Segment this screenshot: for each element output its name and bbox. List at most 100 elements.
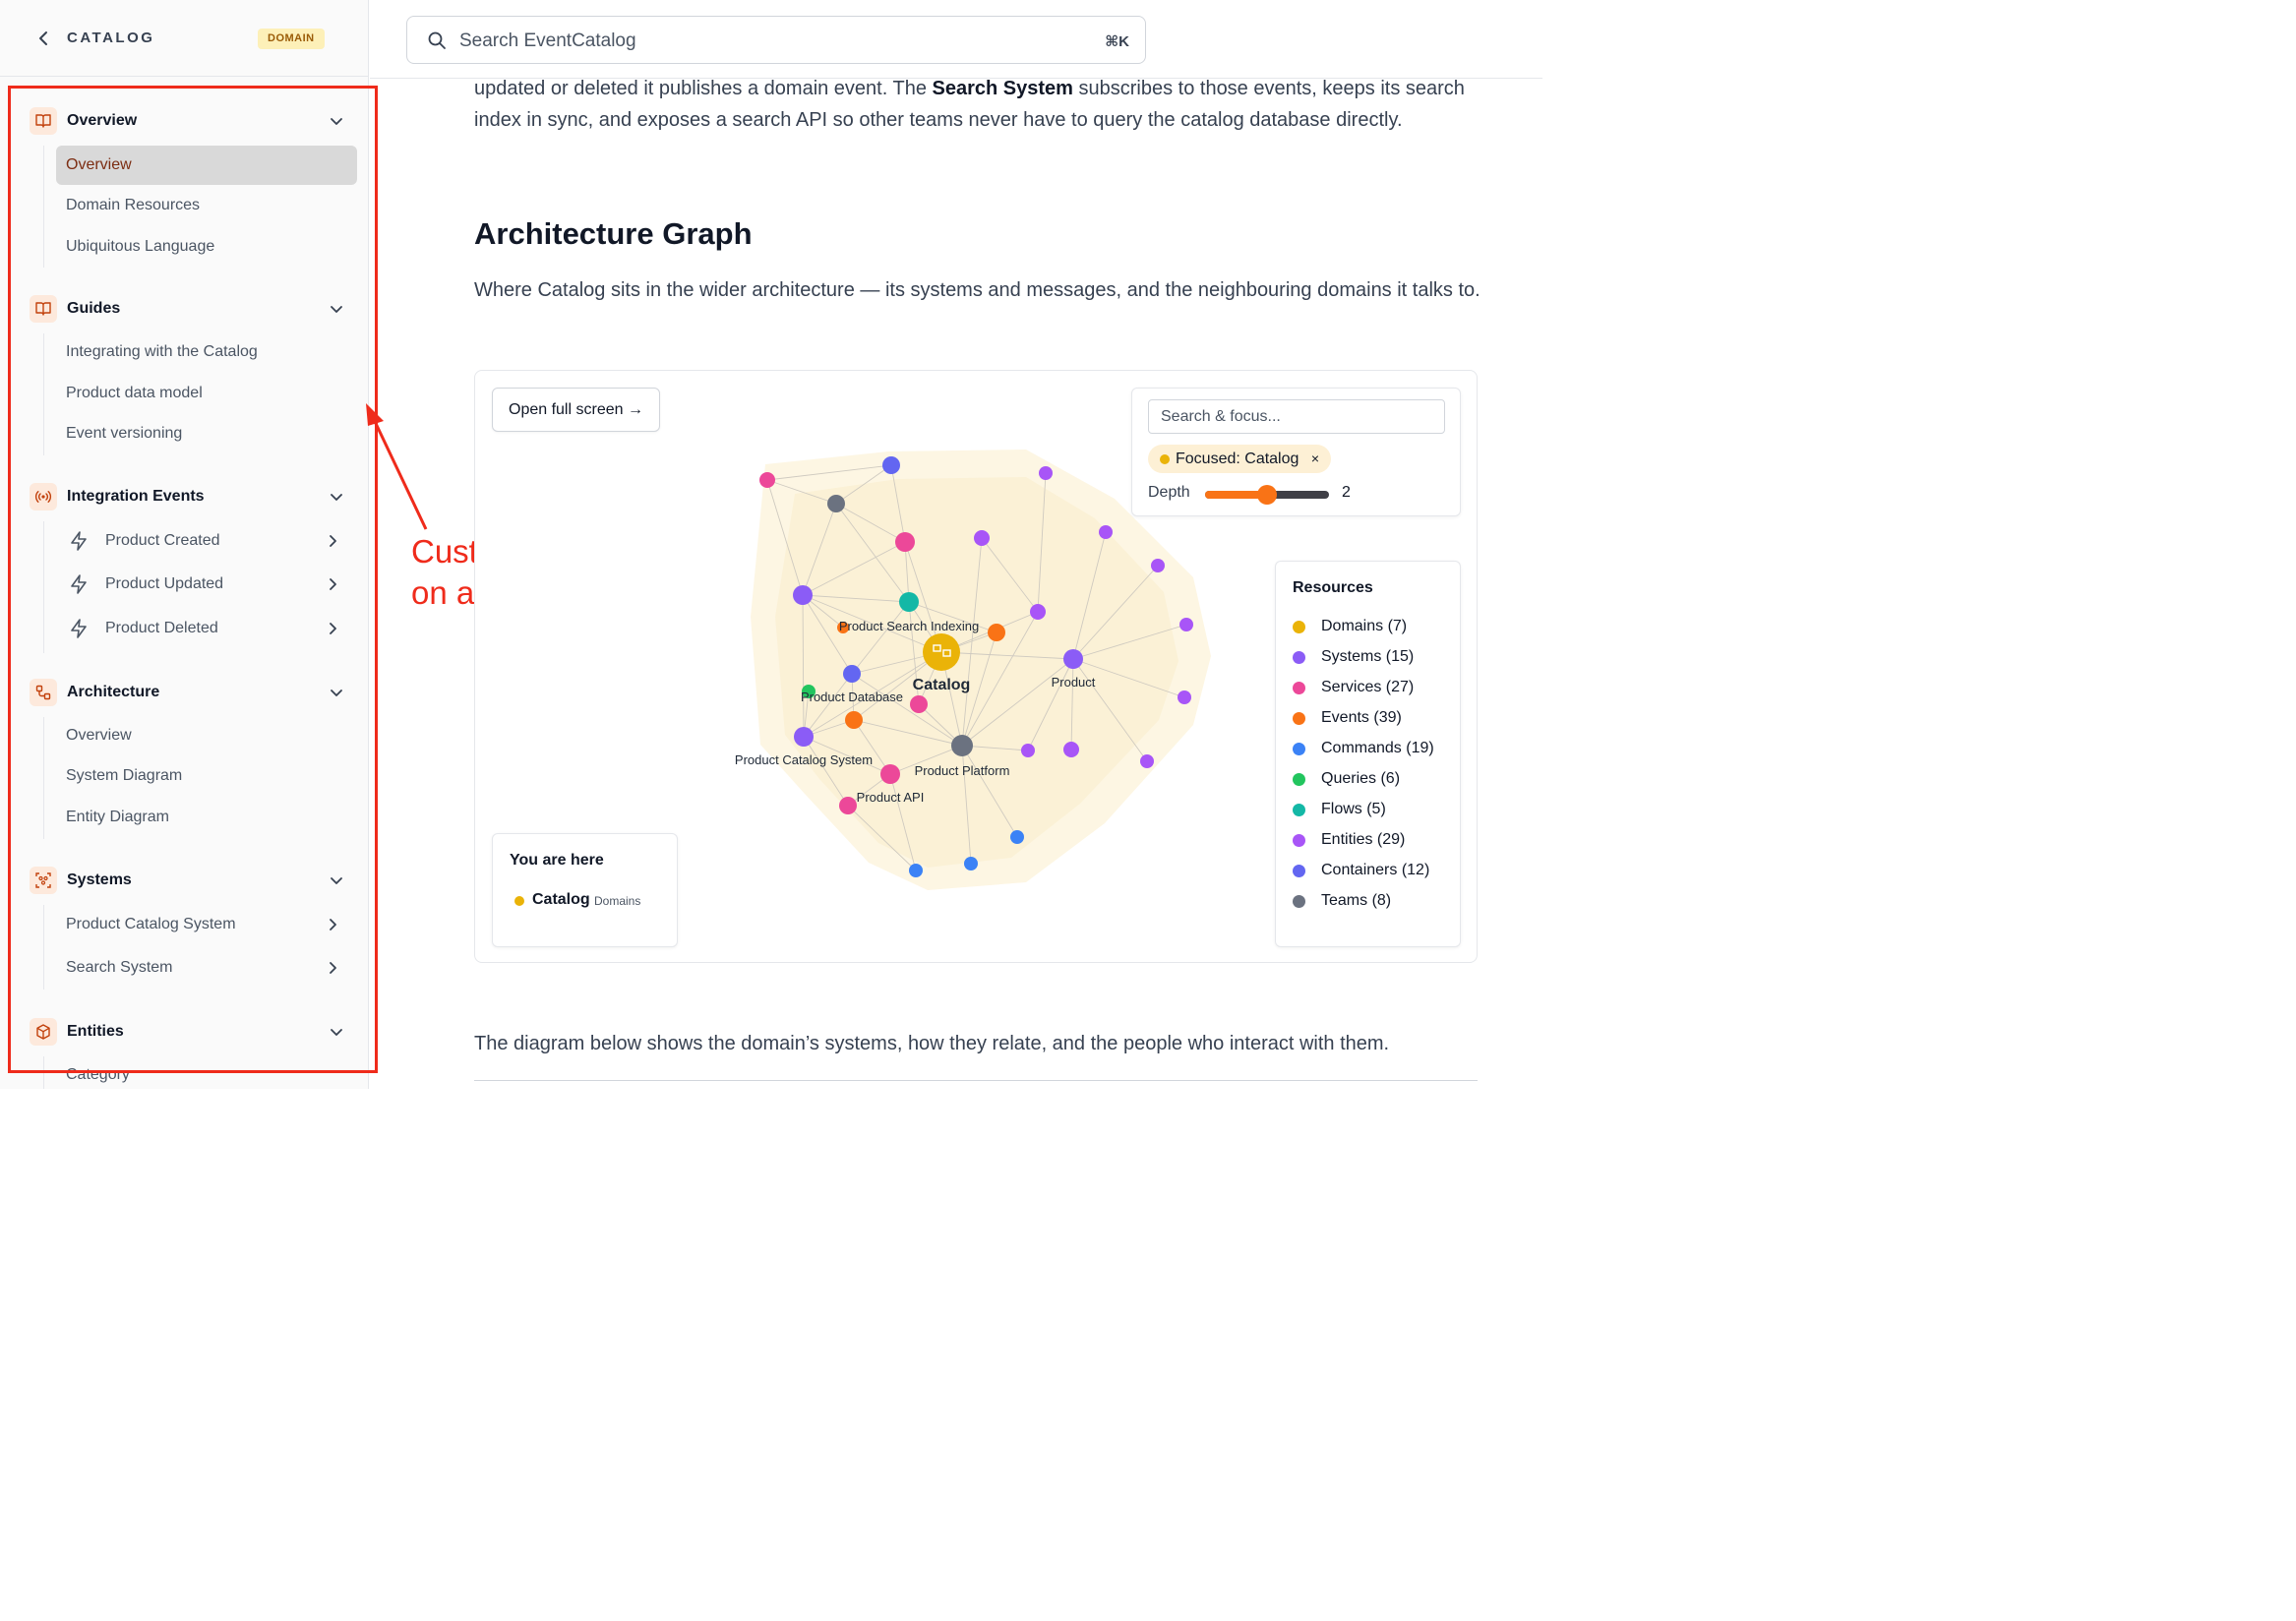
chevron-right-icon[interactable] — [326, 960, 339, 976]
graph-edge — [904, 541, 942, 653]
graph-node-n24 — [909, 864, 923, 877]
graph-label-product-platform: Product Platform — [915, 763, 1010, 778]
chevron-right-icon[interactable] — [326, 621, 339, 636]
sidebar-item-product-data-model[interactable]: Product data model — [66, 385, 203, 401]
legend-item-systems[interactable]: Systems (15) — [1293, 645, 1414, 669]
legend-item-containers[interactable]: Containers (12) — [1293, 859, 1429, 882]
legend-item-commands[interactable]: Commands (19) — [1293, 737, 1434, 760]
intro-bold: Search System — [932, 78, 1073, 99]
chevron-down-icon[interactable] — [329, 301, 344, 317]
section-label: Integration Events — [67, 488, 205, 505]
section-integration-events[interactable]: Integration Events — [30, 482, 354, 511]
graph-label-product-api: Product API — [857, 790, 925, 805]
legend-item-queries[interactable]: Queries (6) — [1293, 767, 1400, 791]
sidebar-item-system-diagram[interactable]: System Diagram — [66, 767, 183, 784]
graph-edge — [961, 611, 1039, 747]
section-overview[interactable]: Overview — [30, 106, 354, 136]
search-input[interactable]: Search EventCatalog ⌘K — [406, 16, 1146, 64]
sidebar-item-domain-resources[interactable]: Domain Resources — [66, 197, 201, 213]
graph-edge — [802, 594, 853, 675]
legend-item-domains[interactable]: Domains (7) — [1293, 615, 1407, 638]
graph-edge — [1072, 658, 1148, 762]
sidebar-title[interactable]: CATALOG — [67, 30, 155, 46]
close-icon[interactable]: × — [1310, 450, 1320, 466]
chevron-left-icon[interactable] — [33, 28, 53, 49]
graph-label-product: Product — [1052, 675, 1096, 690]
section-guide-line — [43, 146, 44, 268]
section-entities[interactable]: Entities — [30, 1017, 354, 1047]
sidebar-item-event-versioning[interactable]: Event versioning — [66, 425, 183, 442]
graph-edge — [766, 479, 804, 596]
legend-item-services[interactable]: Services (27) — [1293, 676, 1414, 699]
event-label: Product Created — [105, 532, 220, 549]
section-guide-line — [43, 905, 44, 990]
open-full-screen-button[interactable]: Open full screen → — [492, 388, 660, 432]
search-shortcut: ⌘K — [1105, 33, 1129, 50]
focus-chip[interactable]: Focused: Catalog × — [1148, 445, 1332, 473]
sidebar-item-entity-diagram[interactable]: Entity Diagram — [66, 809, 169, 825]
sidebar-item-ubiquitous-language[interactable]: Ubiquitous Language — [66, 238, 215, 255]
graph-node-n15 — [845, 711, 863, 729]
graph-node-n13 — [988, 624, 1005, 641]
sidebar-header: CATALOG DOMAIN — [0, 0, 368, 77]
graph-node-n19 — [1021, 744, 1035, 757]
architecture-graph[interactable]: Product Search Indexing Catalog Product Da… — [474, 370, 1478, 963]
focus-search-input[interactable]: Search & focus... — [1148, 399, 1445, 434]
chevron-down-icon[interactable] — [329, 872, 344, 888]
chevron-right-icon[interactable] — [326, 576, 339, 592]
legend-swatch — [1293, 712, 1305, 725]
sidebar-item-product-created[interactable]: Product Created — [56, 521, 357, 561]
section-label: Systems — [67, 871, 132, 888]
chevron-down-icon[interactable] — [329, 1024, 344, 1040]
intro-paragraph: updated or deleted it publishes a domain… — [474, 73, 1487, 136]
depth-slider[interactable] — [1205, 485, 1329, 505]
section-guides[interactable]: Guides — [30, 294, 354, 324]
chevron-down-icon[interactable] — [329, 113, 344, 129]
graph-label-product-database: Product Database — [801, 690, 903, 704]
chevron-down-icon[interactable] — [329, 685, 344, 700]
depth-slider-thumb[interactable] — [1257, 485, 1277, 505]
graph-edge — [940, 651, 1074, 660]
graph-description: Where Catalog sits in the wider architec… — [474, 279, 1480, 301]
section-label: Entities — [67, 1023, 124, 1040]
chevron-right-icon[interactable] — [326, 917, 339, 932]
graph-node-n5 — [974, 530, 990, 546]
sidebar-item-search-system[interactable]: Search System — [56, 948, 357, 988]
legend-item-events[interactable]: Events (39) — [1293, 706, 1402, 730]
domain-dot — [1160, 454, 1170, 464]
graph-node-catalog — [923, 633, 960, 671]
graph-canvas[interactable]: Product Search Indexing Catalog Product Da… — [475, 371, 1479, 964]
legend-item-flows[interactable]: Flows (5) — [1293, 798, 1386, 821]
sidebar-item-product-catalog-system[interactable]: Product Catalog System — [56, 905, 357, 944]
section-systems[interactable]: Systems — [30, 866, 354, 895]
graph-edge — [961, 631, 997, 747]
graph-edge — [853, 719, 963, 747]
graph-node-n20 — [1063, 742, 1079, 757]
graph-edge — [961, 745, 972, 865]
legend-item-teams[interactable]: Teams (8) — [1293, 889, 1391, 913]
graph-edge — [961, 658, 1074, 747]
domain-badge: DOMAIN — [258, 29, 325, 49]
legend-swatch — [1293, 804, 1305, 816]
graph-edge — [1037, 472, 1047, 613]
chevron-right-icon[interactable] — [326, 533, 339, 549]
graph-node-papi — [880, 764, 900, 784]
legend-swatch — [1293, 621, 1305, 633]
book-icon — [30, 295, 57, 323]
legend-item-entities[interactable]: Entities (29) — [1293, 828, 1405, 852]
focus-chip-label: Focused: Catalog — [1176, 450, 1299, 467]
graph-edge — [835, 464, 892, 505]
sidebar-item-integrating[interactable]: Integrating with the Catalog — [66, 343, 258, 360]
section-architecture[interactable]: Architecture — [30, 678, 354, 707]
chevron-down-icon[interactable] — [329, 489, 344, 505]
sidebar-item-arch-overview[interactable]: Overview — [66, 727, 132, 744]
you-are-here-name[interactable]: Catalog — [532, 891, 590, 908]
graph-edge — [1072, 658, 1185, 698]
sidebar-item-product-deleted[interactable]: Product Deleted — [56, 609, 357, 648]
graph-node-psi — [899, 592, 919, 612]
depth-value: 2 — [1342, 484, 1351, 501]
search-placeholder: Search EventCatalog — [459, 30, 636, 51]
graph-edge — [1070, 658, 1074, 750]
sidebar-item-overview[interactable]: Overview — [56, 146, 357, 185]
sidebar-item-product-updated[interactable]: Product Updated — [56, 565, 357, 604]
